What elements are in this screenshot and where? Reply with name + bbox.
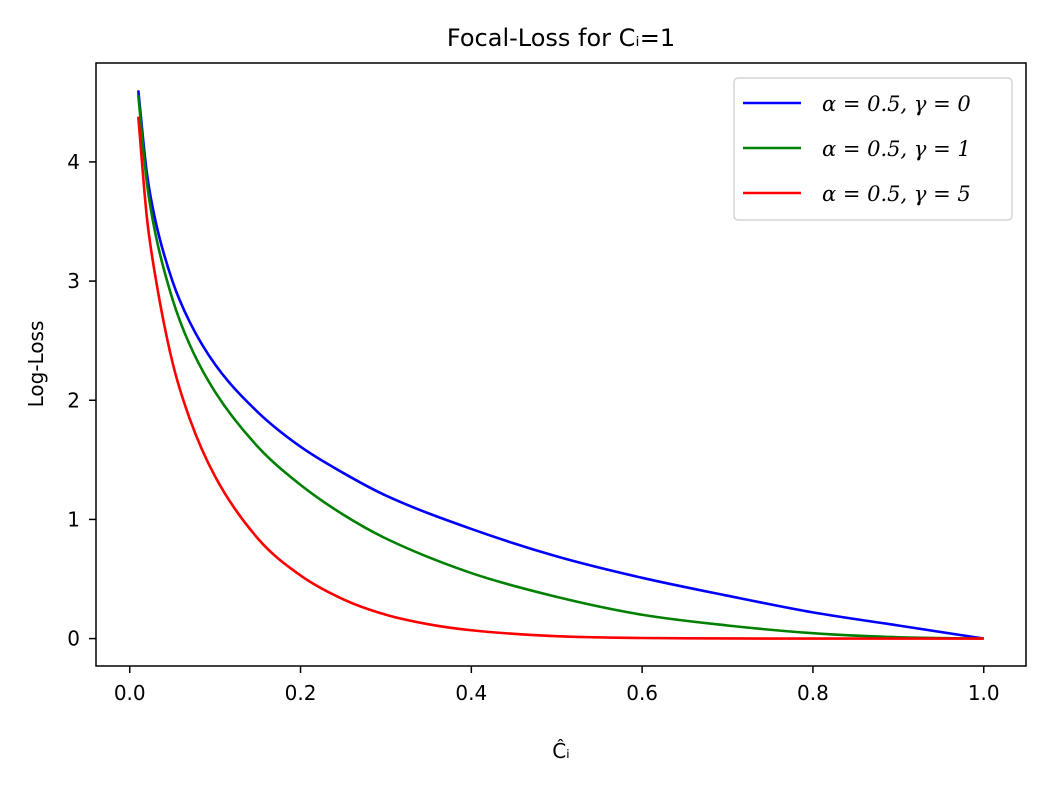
y-axis: 0 1 2 3 4 (67, 150, 96, 651)
x-tick-label: 0.8 (797, 681, 829, 705)
series-lines (136, 90, 984, 640)
legend-label-2: α = 0.5, γ = 5 (822, 182, 971, 206)
x-axis-label: Ĉᵢ (552, 739, 570, 763)
series-line-0 (136, 90, 984, 640)
chart-title: Focal-Loss for Cᵢ=1 (447, 24, 675, 52)
y-tick-label: 1 (67, 507, 80, 531)
y-tick-label: 3 (67, 269, 80, 293)
legend-label-0: α = 0.5, γ = 0 (822, 92, 971, 116)
series-line-2 (136, 116, 984, 640)
x-axis: 0.0 0.2 0.4 0.6 0.8 1.0 (114, 666, 1000, 705)
y-tick-label: 2 (67, 388, 80, 412)
x-tick-label: 0.6 (626, 681, 658, 705)
y-tick-label: 4 (67, 150, 80, 174)
y-axis-label: Log-Loss (24, 321, 48, 408)
legend-box (733, 77, 1013, 221)
x-tick-label: 1.0 (968, 681, 1000, 705)
legend-label-1: α = 0.5, γ = 1 (822, 137, 971, 161)
series-line-1 (136, 95, 984, 640)
x-tick-label: 0.2 (285, 681, 317, 705)
y-tick-label: 0 (67, 627, 80, 651)
x-tick-label: 0.4 (455, 681, 487, 705)
legend: α = 0.5, γ = 0 α = 0.5, γ = 1 α = 0.5, γ =… (733, 77, 1013, 221)
axes-frame (95, 62, 1027, 667)
x-tick-label: 0.0 (114, 681, 146, 705)
